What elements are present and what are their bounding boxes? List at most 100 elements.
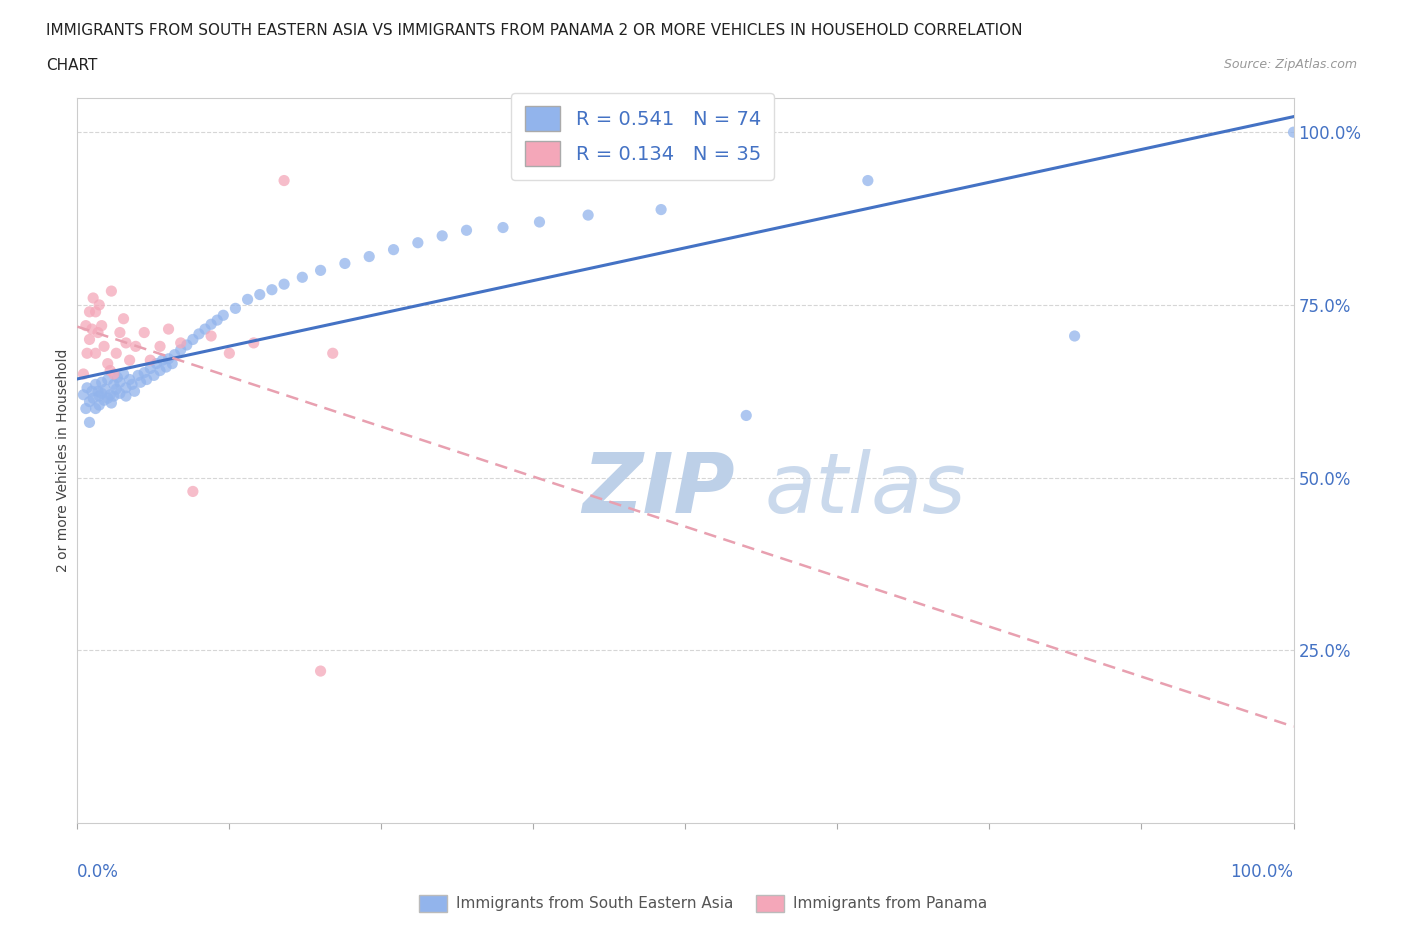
Point (160, 356, 183, 371)
Point (115, 380, 138, 395)
Point (79, 415, 101, 430)
Point (492, 220, 515, 235)
Point (142, 368, 165, 383)
Point (135, 372, 157, 387)
Point (127, 368, 149, 383)
Point (145, 356, 167, 371)
Point (112, 312, 135, 326)
Point (84, 346, 107, 361)
Point (72, 366, 94, 381)
Point (125, 339, 148, 353)
Point (98, 363, 121, 378)
Point (163, 347, 186, 362)
Text: IMMIGRANTS FROM SOUTH EASTERN ASIA VS IMMIGRANTS FROM PANAMA 2 OR MORE VEHICLES : IMMIGRANTS FROM SOUTH EASTERN ASIA VS IM… (46, 23, 1024, 38)
Point (105, 346, 128, 361)
Point (291, 270, 314, 285)
Point (97, 372, 120, 387)
Point (205, 312, 228, 327)
Point (87, 384, 110, 399)
Point (82, 391, 104, 405)
Point (382, 242, 405, 257)
Point (115, 389, 138, 404)
Point (103, 366, 125, 381)
Point (224, 301, 246, 316)
Point (456, 223, 478, 238)
Point (82, 290, 104, 305)
Point (121, 377, 143, 392)
Point (80, 384, 103, 399)
Legend: R = 0.541   N = 74, R = 0.134   N = 35: R = 0.541 N = 74, R = 0.134 N = 35 (512, 93, 775, 179)
Point (236, 292, 259, 307)
Point (87, 326, 110, 340)
Point (90, 375, 112, 390)
Point (134, 326, 156, 340)
Point (93, 392, 115, 407)
Point (149, 339, 172, 353)
Point (170, 336, 193, 351)
Point (94, 381, 117, 396)
Point (176, 338, 198, 352)
Point (118, 372, 141, 387)
Point (359, 249, 381, 264)
Point (108, 375, 131, 390)
Text: ZIP: ZIP (582, 449, 735, 530)
Point (155, 360, 177, 375)
Point (100, 395, 122, 410)
Point (139, 361, 162, 376)
Point (181, 332, 204, 347)
Point (181, 484, 204, 498)
Point (89, 298, 111, 312)
Text: 0.0%: 0.0% (77, 863, 120, 881)
Point (84, 401, 107, 416)
Point (89, 398, 111, 413)
Point (72, 387, 94, 402)
Point (249, 287, 271, 302)
Point (149, 363, 172, 378)
Point (152, 352, 174, 367)
Text: 100.0%: 100.0% (1230, 863, 1294, 881)
Point (108, 386, 131, 401)
Point (212, 308, 235, 323)
Point (90, 386, 112, 401)
Point (79, 332, 101, 347)
Point (735, 408, 758, 423)
Point (89, 389, 111, 404)
Point (103, 389, 125, 404)
Point (188, 326, 211, 341)
Point (97, 356, 120, 371)
Point (75, 401, 97, 416)
Point (1063, 328, 1085, 343)
Point (322, 346, 344, 361)
Text: CHART: CHART (46, 58, 98, 73)
Point (115, 336, 138, 351)
Y-axis label: 2 or more Vehicles in Household: 2 or more Vehicles in Household (56, 349, 70, 572)
Point (129, 375, 152, 390)
Point (576, 207, 599, 222)
Point (79, 394, 101, 409)
Point (100, 284, 122, 299)
Point (107, 370, 129, 385)
Point (856, 173, 879, 188)
Point (98, 387, 121, 402)
Point (242, 336, 264, 351)
Point (139, 352, 162, 367)
Point (124, 384, 146, 399)
Point (134, 365, 156, 380)
Point (406, 235, 429, 250)
Point (157, 352, 180, 366)
Point (273, 173, 295, 188)
Point (430, 229, 453, 244)
Point (333, 256, 356, 271)
Point (157, 322, 180, 337)
Point (80, 322, 103, 337)
Point (103, 377, 125, 392)
Text: atlas: atlas (765, 449, 966, 530)
Point (273, 277, 295, 292)
Point (90, 318, 112, 333)
Point (170, 342, 193, 357)
Point (84, 377, 107, 392)
Point (194, 322, 217, 337)
Point (112, 366, 135, 381)
Point (97, 391, 120, 405)
Point (105, 381, 128, 396)
